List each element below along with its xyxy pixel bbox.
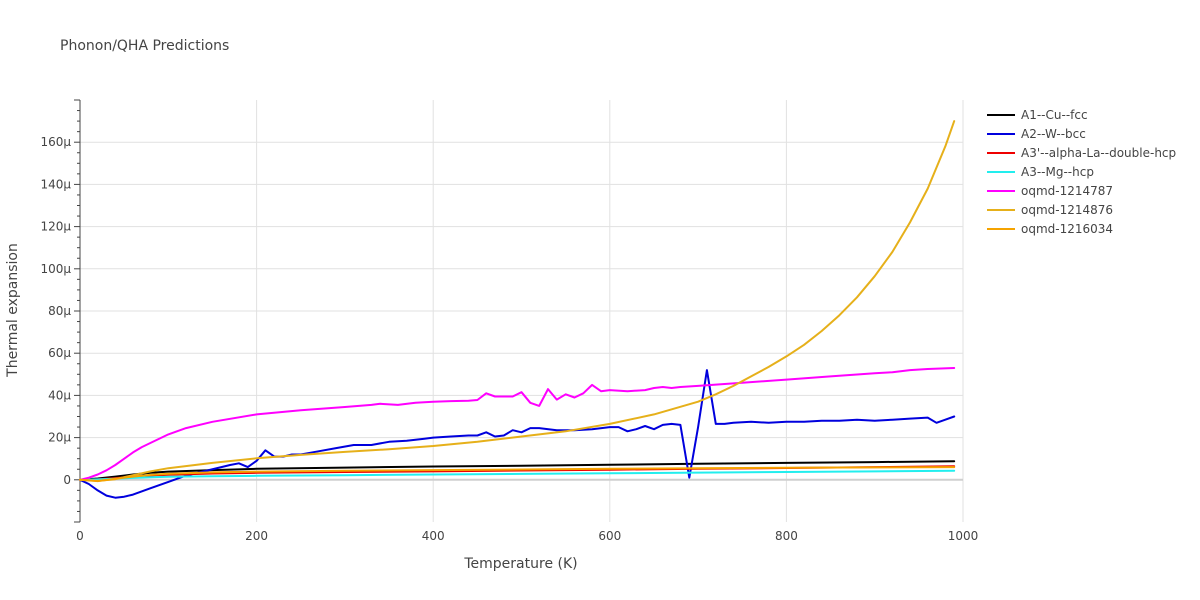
series-line-4 [79, 367, 956, 481]
gridlines [80, 100, 964, 522]
plot-series [79, 120, 956, 499]
legend-label: oqmd-1214876 [1021, 203, 1113, 217]
series-line-1 [79, 369, 956, 499]
x-tick-label: 600 [598, 529, 621, 543]
x-tick-label: 200 [245, 529, 268, 543]
legend-label: oqmd-1214787 [1021, 184, 1113, 198]
y-tick-label: 100μ [40, 262, 71, 276]
y-tick-label: 160μ [40, 135, 71, 149]
legend-label: A3'--alpha-La--double-hcp [1021, 146, 1176, 160]
x-tick-label: 400 [422, 529, 445, 543]
legend-label: oqmd-1216034 [1021, 222, 1113, 236]
series-line-5 [79, 120, 956, 482]
legend: A1--Cu--fcc A2--W--bcc A3'--alpha-La--doub… [987, 108, 1176, 236]
legend-label: A2--W--bcc [1021, 127, 1086, 141]
y-tick-label: 60μ [48, 346, 71, 360]
y-tick-label: 120μ [40, 220, 71, 234]
y-tick-label: 40μ [48, 388, 71, 402]
y-tick-label: 0 [63, 473, 71, 487]
y-tick-label: 20μ [48, 431, 71, 445]
y-axis-title: Thermal expansion [5, 243, 21, 378]
series-line-6 [79, 466, 956, 483]
x-tick-label: 0 [76, 529, 84, 543]
legend-label: A1--Cu--fcc [1021, 108, 1088, 122]
legend-label: A3--Mg--hcp [1021, 165, 1094, 179]
series-line-0 [79, 460, 956, 481]
y-tick-label: 140μ [40, 177, 71, 191]
axes: 0 20μ 40μ 60μ 80μ 100μ 120μ 140μ 160μ 0 200 400 600 8… [40, 99, 979, 543]
x-tick-label: 800 [775, 529, 798, 543]
chart-title: Phonon/QHA Predictions [60, 38, 229, 54]
y-tick-label: 80μ [48, 304, 71, 318]
x-tick-label: 1000 [948, 529, 979, 543]
x-axis-title: Temperature (K) [463, 556, 577, 572]
